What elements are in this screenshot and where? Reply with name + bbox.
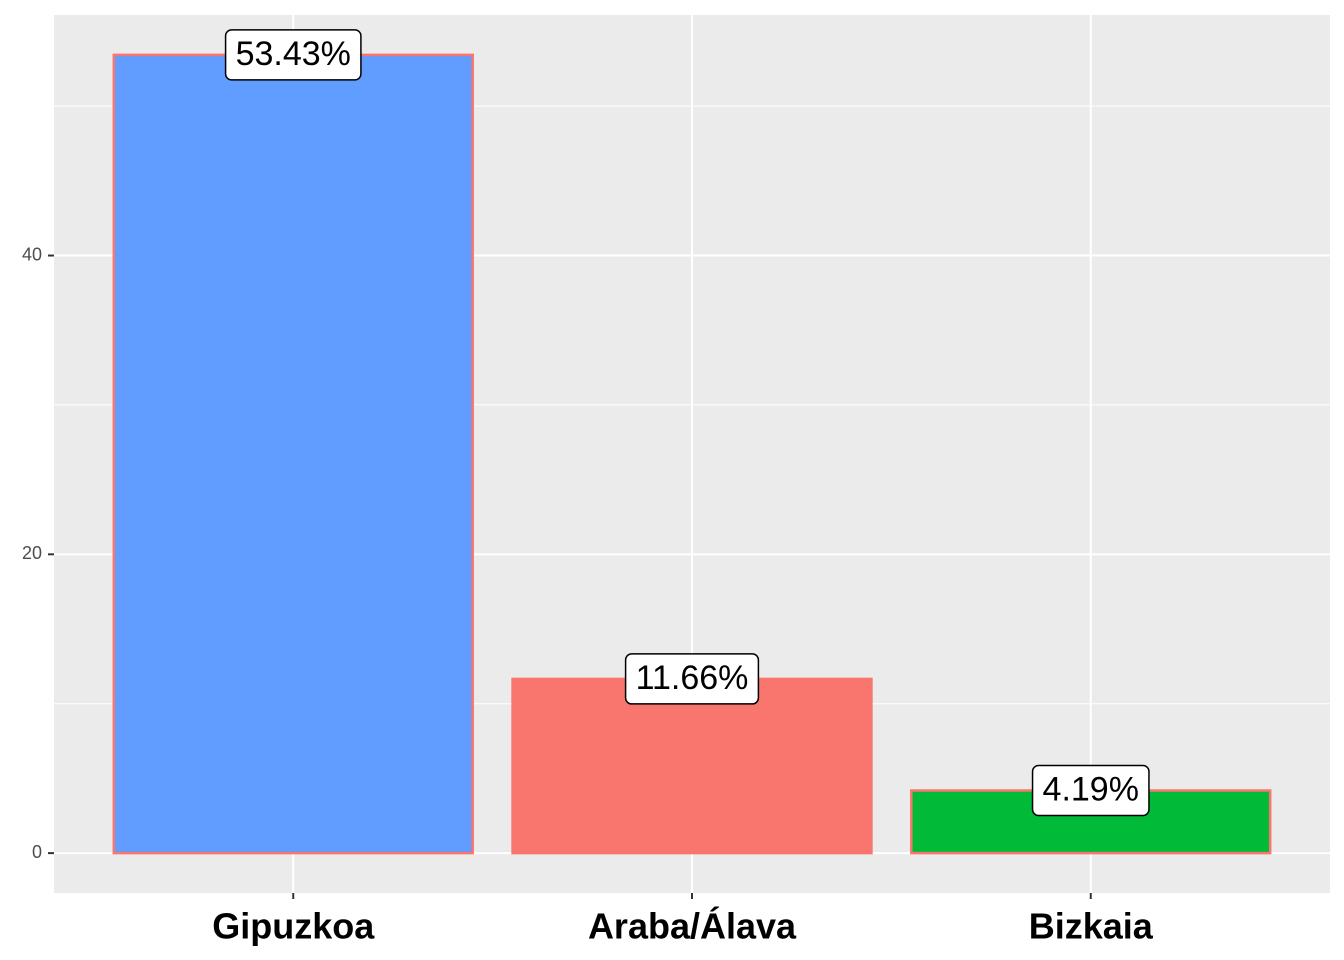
x-tick-label: Araba/Álava <box>588 906 797 947</box>
y-tick-label: 0 <box>32 842 42 862</box>
bar <box>112 53 474 855</box>
x-tick-label: Bizkaia <box>1029 906 1154 947</box>
bar <box>511 677 873 855</box>
value-label: 11.66% <box>636 659 749 697</box>
value-label: 53.43% <box>236 35 351 73</box>
value-label-box <box>624 653 760 705</box>
y-tick-label: 20 <box>22 543 42 563</box>
x-tick-label: Gipuzkoa <box>212 906 375 947</box>
y-tick-label: 40 <box>22 244 42 264</box>
value-label-box <box>224 29 362 81</box>
value-label-box <box>1031 764 1150 817</box>
value-label: 4.19% <box>1043 770 1139 808</box>
